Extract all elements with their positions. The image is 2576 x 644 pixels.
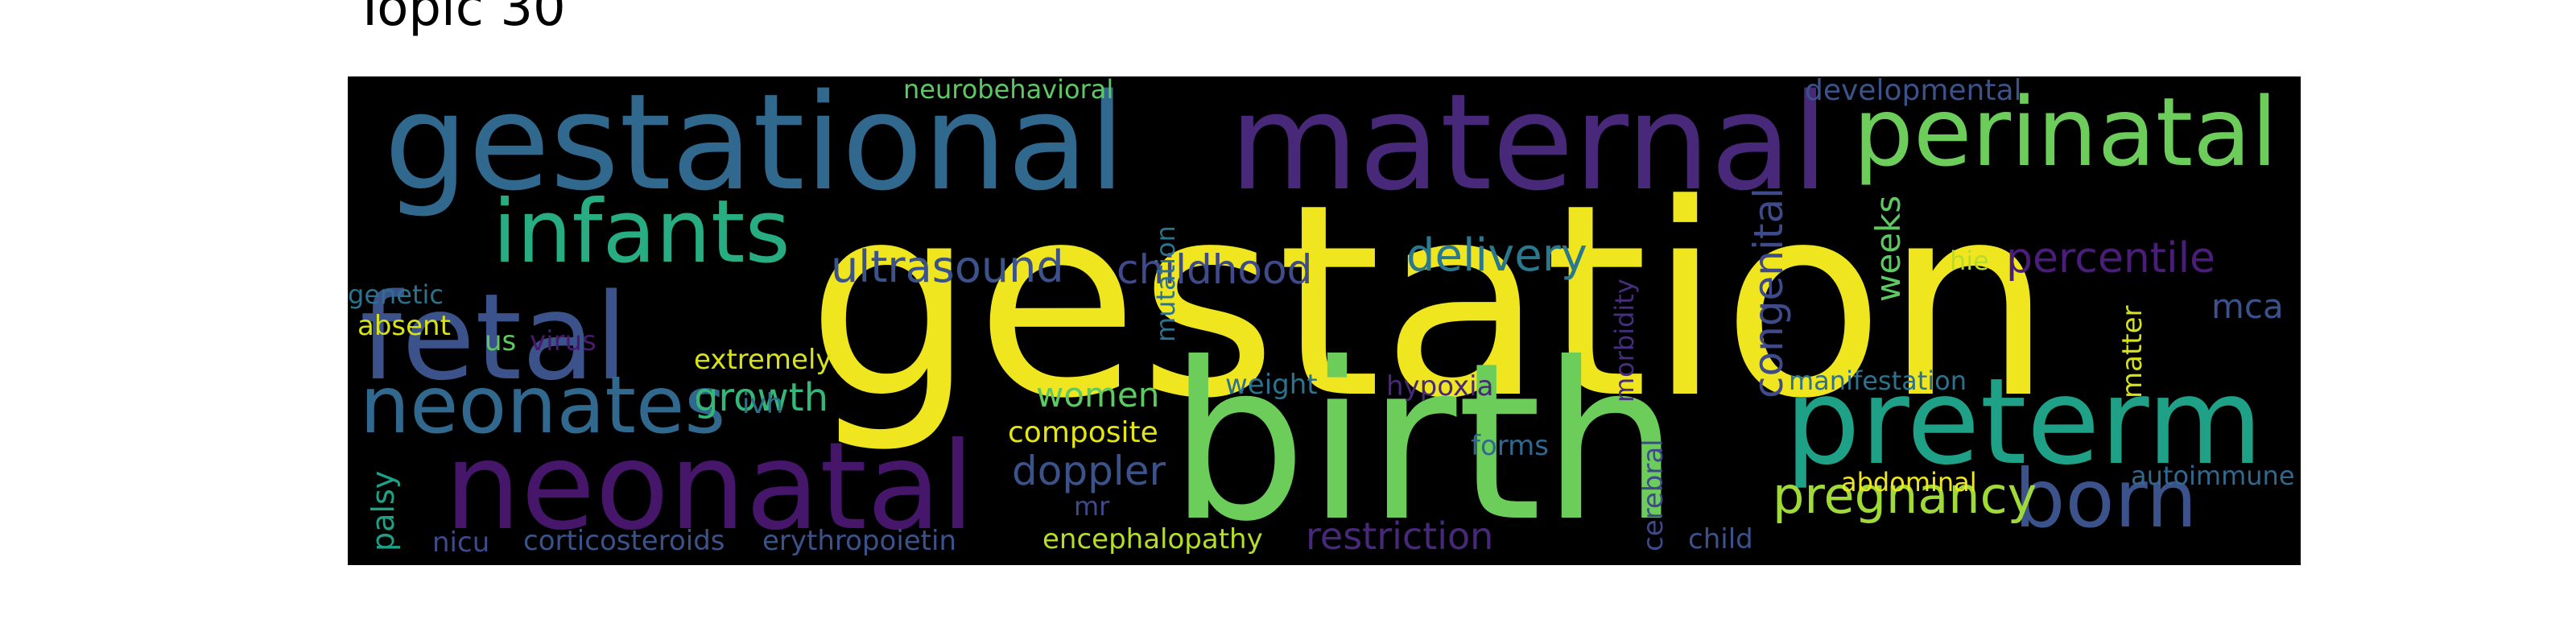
word-erythropoietin: erythropoietin xyxy=(762,525,957,557)
word-mca: mca xyxy=(2211,287,2284,326)
word-delivery: delivery xyxy=(1406,229,1587,282)
word-birth: birth xyxy=(1169,316,1680,565)
word-extremely: extremely xyxy=(694,344,832,376)
word-neonates: neonates xyxy=(360,360,726,452)
word-maternal: maternal xyxy=(1229,76,1829,220)
word-ultrasound: ultrasound xyxy=(831,242,1064,292)
word-weeks: weeks xyxy=(1868,195,1908,302)
word-childhood: childhood xyxy=(1117,246,1313,293)
word-corticosteroids: corticosteroids xyxy=(523,525,725,557)
word-nicu: nicu xyxy=(432,526,490,559)
word-infants: infants xyxy=(493,182,791,283)
word-pregnancy: pregnancy xyxy=(1773,466,2037,525)
word-born: born xyxy=(2014,452,2198,546)
word-hypoxia: hypoxia xyxy=(1386,370,1494,402)
word-gestation: gestation xyxy=(807,147,2054,456)
word-encephalopathy: encephalopathy xyxy=(1042,523,1263,555)
word-ivh: ivh xyxy=(742,388,784,420)
word-neonatal: neonatal xyxy=(444,417,975,557)
word-cerebral: cerebral xyxy=(1637,439,1670,551)
word-perinatal: perinatal xyxy=(1853,76,2278,188)
word-abdominal: abdominal xyxy=(1841,467,1977,497)
word-preterm: preterm xyxy=(1785,353,2264,491)
word-neurobehavioral: neurobehavioral xyxy=(903,76,1114,105)
word-weight: weight xyxy=(1225,369,1318,401)
word-virus: virus xyxy=(530,325,597,357)
word-doppler: doppler xyxy=(1012,448,1166,494)
word-manifestation: manifestation xyxy=(1789,365,1967,396)
word-matter: matter xyxy=(2116,305,2149,398)
word-congenital: congenital xyxy=(1745,188,1792,398)
word-women: women xyxy=(1036,375,1160,415)
word-mutation: mutation xyxy=(1150,225,1181,342)
word-child: child xyxy=(1688,523,1753,555)
word-composite: composite xyxy=(1008,416,1158,449)
word-restriction: restriction xyxy=(1306,514,1494,558)
word-cloud: gestation birth gestational maternal perinat… xyxy=(348,76,2301,565)
figure-title: Topic 30 xyxy=(354,0,566,38)
word-absent: absent xyxy=(357,310,451,342)
word-autoimmune: autoimmune xyxy=(2131,460,2295,491)
word-mr: mr xyxy=(1074,491,1110,522)
word-us: us xyxy=(485,325,517,357)
word-percentile: percentile xyxy=(2006,234,2216,283)
word-fetal: fetal xyxy=(360,268,628,407)
word-growth: growth xyxy=(694,375,829,420)
word-hie: hie xyxy=(1950,246,1989,276)
word-gestational: gestational xyxy=(384,76,1126,220)
word-palsy: palsy xyxy=(365,470,401,551)
word-developmental: developmental xyxy=(1805,76,2022,107)
word-genetic: genetic xyxy=(348,279,444,310)
word-morbidity: morbidity xyxy=(1609,279,1640,402)
word-forms: forms xyxy=(1471,430,1549,462)
